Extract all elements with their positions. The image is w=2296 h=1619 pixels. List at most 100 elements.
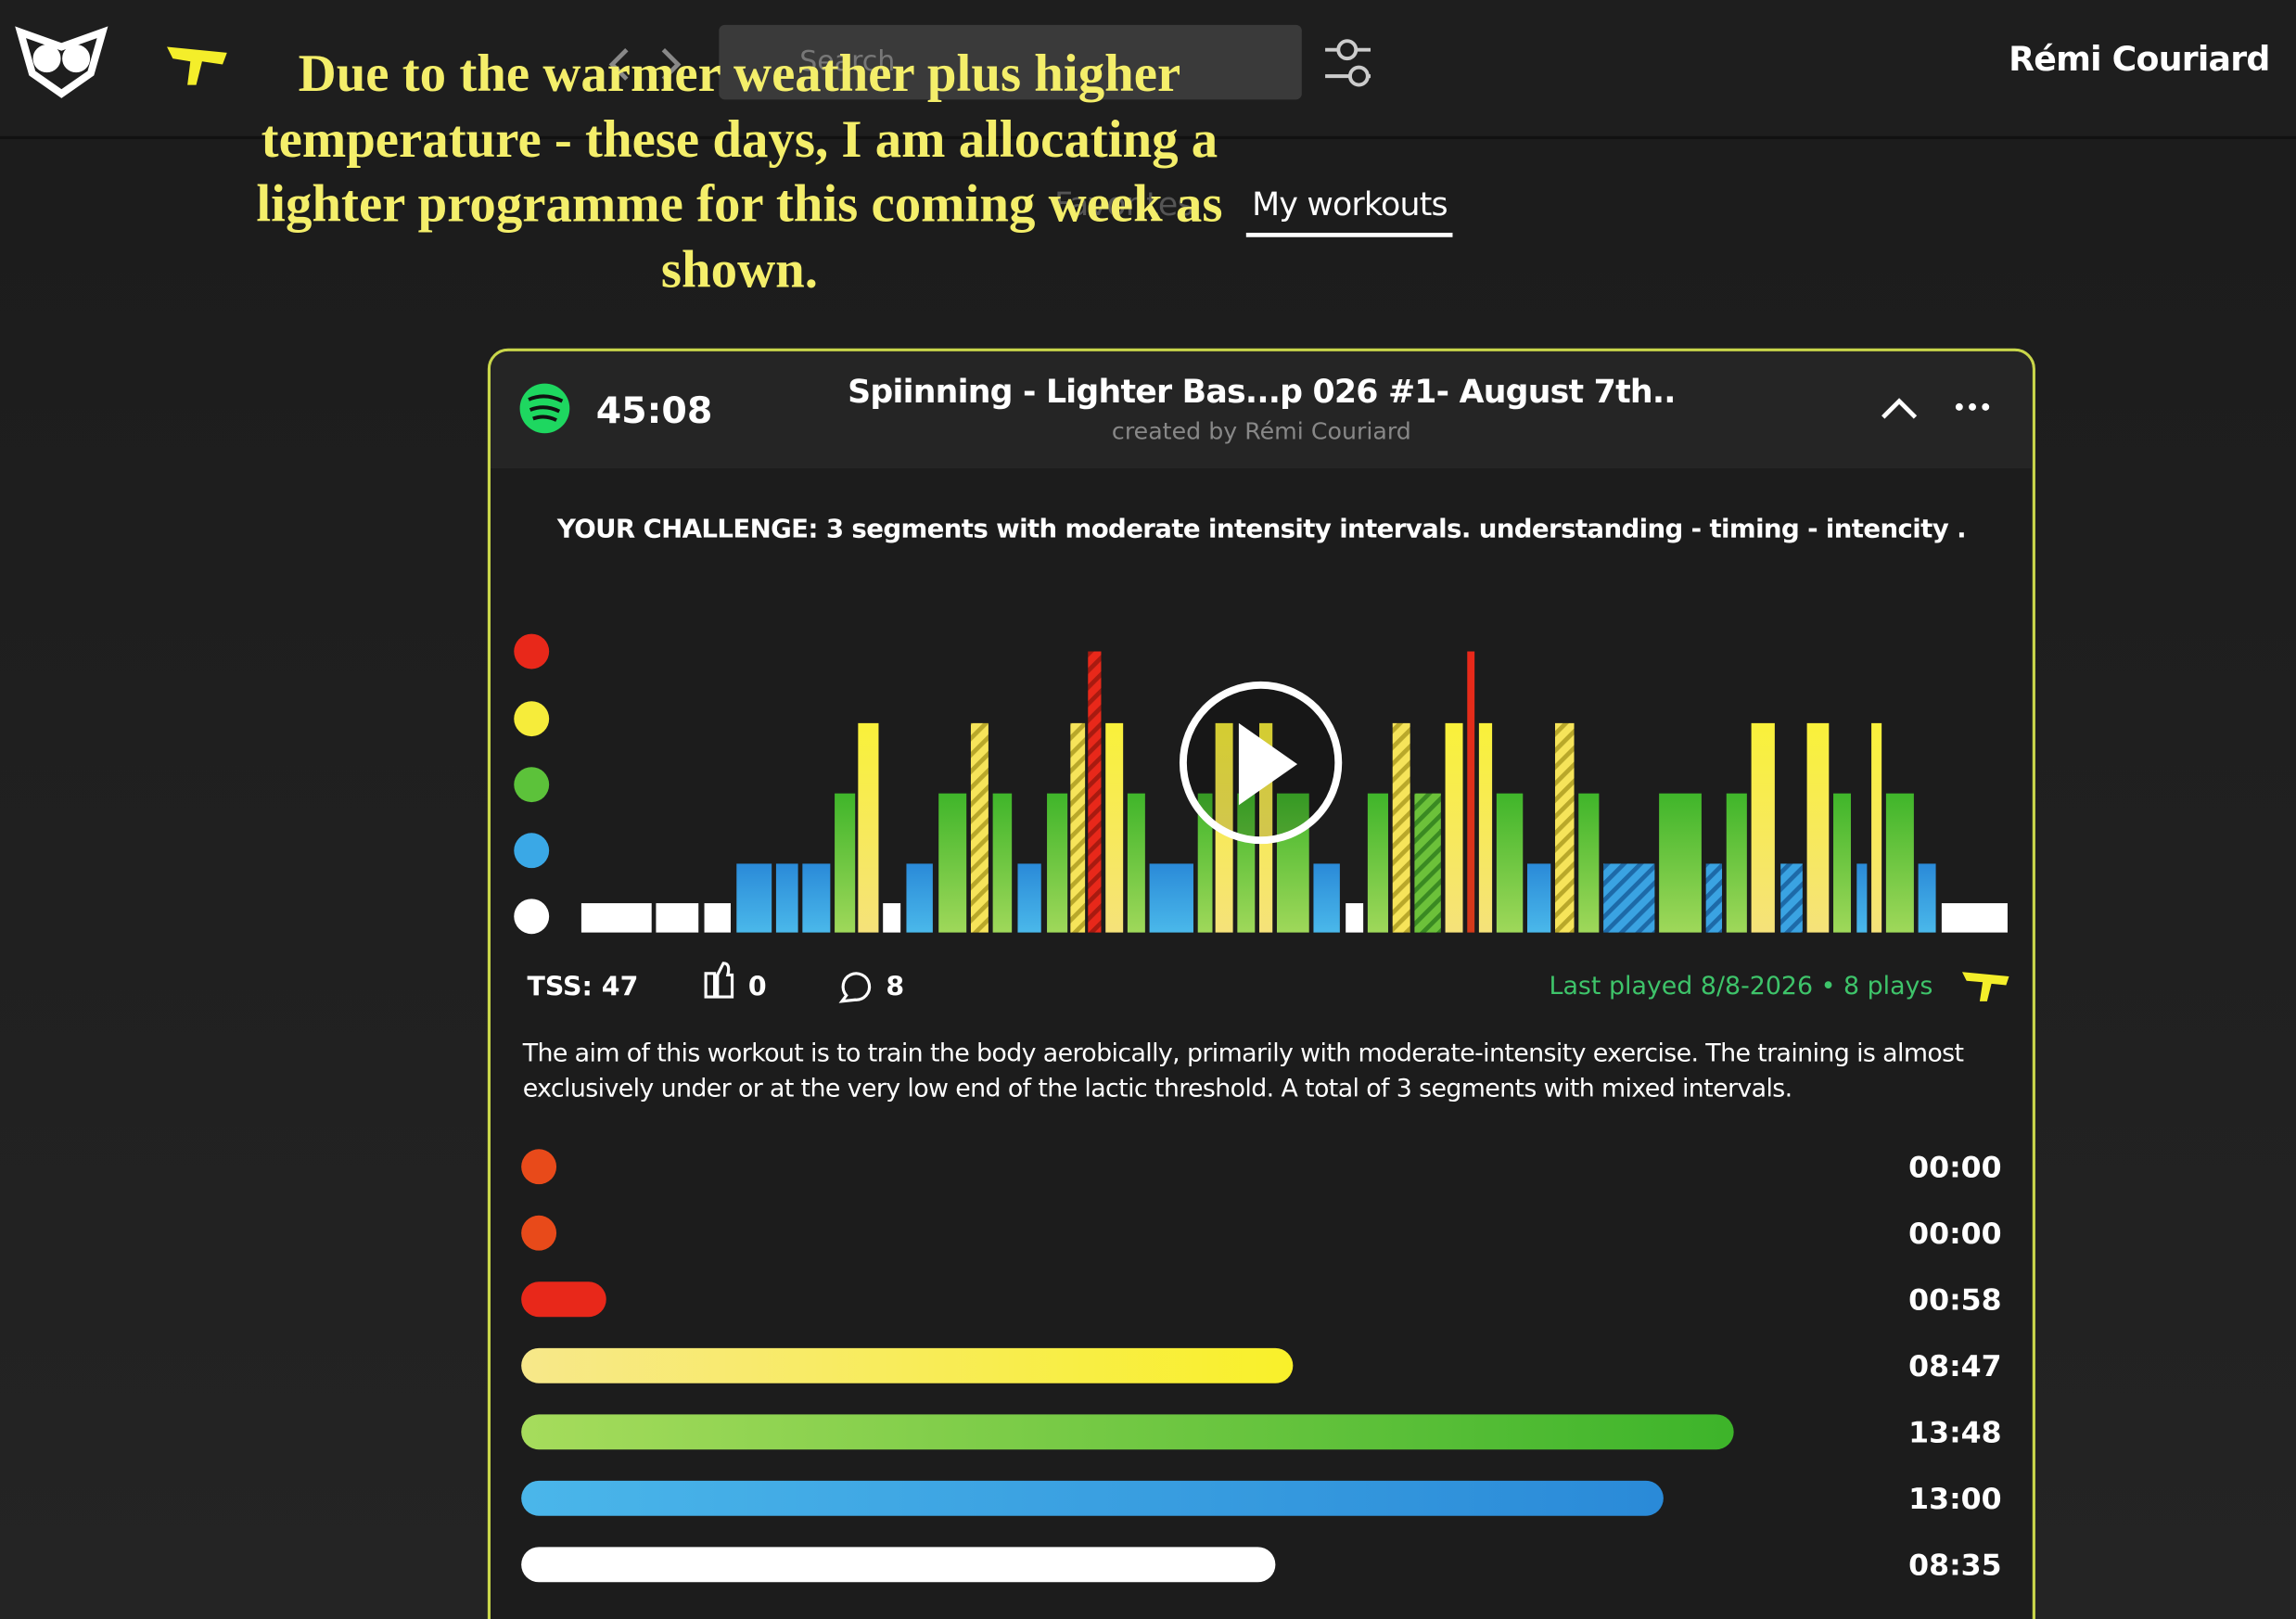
search-input[interactable]: Search xyxy=(719,24,1302,100)
spotify-wave xyxy=(528,394,564,403)
zone-dot xyxy=(514,633,550,669)
profile-bar xyxy=(1017,863,1041,933)
profile-bar xyxy=(1467,651,1475,933)
gun-icon[interactable] xyxy=(167,46,227,85)
profile-bar xyxy=(1088,651,1102,933)
zone-time-label: 08:47 xyxy=(1908,1350,2001,1383)
profile-bar xyxy=(1578,793,1600,933)
creator: created by Rémi Couriard xyxy=(1111,416,1411,445)
profile-bar xyxy=(1346,903,1364,933)
profile-bar xyxy=(1659,793,1702,933)
user-name[interactable]: Rémi Couriard xyxy=(2009,41,2270,80)
header-icons xyxy=(15,26,1371,98)
menu-dot xyxy=(1982,402,1990,411)
profile-bar xyxy=(656,903,699,933)
comment-icon[interactable] xyxy=(838,972,872,1003)
profile-bar xyxy=(1105,722,1124,933)
zone-dot xyxy=(514,701,550,737)
workout-card: 45:08 Spiinning - Lighter Bas...p 026 #1… xyxy=(487,348,2035,1619)
zone-time-label: 00:00 xyxy=(1908,1217,2001,1251)
description: The aim of this workout is to train the … xyxy=(522,1039,1964,1104)
profile-bar xyxy=(1726,793,1747,933)
gun-icon xyxy=(1961,972,2009,1001)
profile-bar xyxy=(1127,793,1145,933)
profile-bar xyxy=(1780,863,1803,933)
profile-bar xyxy=(906,863,933,933)
menu-dot xyxy=(1955,402,1963,411)
profile-bar xyxy=(1496,793,1524,933)
profile-bar xyxy=(1414,793,1441,933)
likes-count: 0 xyxy=(747,972,767,1003)
profile-bar xyxy=(992,793,1013,933)
profile-bar xyxy=(802,863,831,933)
profile-bar xyxy=(1478,722,1493,933)
profile-bar xyxy=(1047,793,1068,933)
profile-bar xyxy=(1856,863,1868,933)
zone-time-bar xyxy=(521,1480,1664,1516)
filter-icon[interactable] xyxy=(1325,39,1371,87)
zone-time-bar xyxy=(521,1149,557,1185)
profile-bar xyxy=(1918,863,1936,933)
zone-dot xyxy=(514,899,550,935)
duration: 45:08 xyxy=(595,389,713,432)
comments-count: 8 xyxy=(886,972,905,1003)
profile-bar xyxy=(580,903,652,933)
profile-bar xyxy=(835,793,856,933)
profile-bar xyxy=(1237,793,1256,933)
profile-bar xyxy=(1885,793,1914,933)
profile-bar xyxy=(883,903,901,933)
profile-bar xyxy=(858,722,879,933)
logo[interactable] xyxy=(15,26,108,98)
profile-bar xyxy=(1445,722,1463,933)
back-arrow[interactable] xyxy=(608,48,629,81)
zone-time-bar xyxy=(521,1547,1276,1583)
collapse-icon[interactable] xyxy=(1881,398,1918,419)
tss: TSS: 47 xyxy=(527,972,639,1003)
zone-dot xyxy=(514,767,550,803)
workout-title: Spiinning - Lighter Bas...p 026 #1- Augu… xyxy=(848,375,1676,412)
profile-bar xyxy=(1392,722,1410,933)
profile-bar xyxy=(1313,863,1340,933)
annotation: Due to the warmer weather plus higher te… xyxy=(256,44,1223,299)
zone-time-bar xyxy=(521,1281,606,1318)
spotify-wave xyxy=(532,414,557,422)
profile-bar xyxy=(1527,863,1551,933)
profile-bar xyxy=(736,863,772,933)
profile-bar xyxy=(938,793,967,933)
profile-bar xyxy=(1367,793,1388,933)
zone-time-label: 13:00 xyxy=(1908,1483,2001,1516)
profile-bar xyxy=(1806,722,1830,933)
tab-active[interactable]: My workouts xyxy=(1245,187,1454,237)
zone-time-bar xyxy=(521,1414,1734,1450)
profile-bar xyxy=(1833,793,1851,933)
zone-time-label: 13:48 xyxy=(1908,1416,2001,1449)
zone-time-label: 00:58 xyxy=(1908,1283,2001,1317)
profile-bar xyxy=(775,863,798,933)
profile-bar xyxy=(1941,903,2008,933)
profile-bar xyxy=(1705,863,1723,933)
play-triangle xyxy=(1238,722,1298,806)
profile-bar xyxy=(1871,722,1882,933)
profile-bar xyxy=(1603,863,1655,933)
last-played: Last played 8/8-2026 • 8 plays xyxy=(1549,972,1933,1001)
card-header xyxy=(490,351,2033,469)
zone-time-bar xyxy=(521,1347,1294,1383)
profile-bar xyxy=(1149,863,1193,933)
profile-bar xyxy=(970,722,989,933)
like-icon[interactable] xyxy=(704,962,734,999)
forward-arrow[interactable] xyxy=(661,48,682,81)
profile-bar xyxy=(1276,793,1309,933)
profile-bar xyxy=(1070,722,1086,933)
profile-bar xyxy=(1555,722,1575,933)
menu-dot xyxy=(1969,402,1976,411)
spotify-wave xyxy=(529,405,561,414)
zone-time-bar xyxy=(521,1215,557,1251)
profile-bar xyxy=(1197,793,1213,933)
challenge: YOUR CHALLENGE: 3 segments with moderate… xyxy=(556,515,1967,545)
profile-bar xyxy=(1751,722,1775,933)
zone-time-label: 00:00 xyxy=(1908,1151,2001,1184)
tab[interactable]: Favorites xyxy=(1053,187,1194,224)
zone-dot xyxy=(514,833,550,869)
